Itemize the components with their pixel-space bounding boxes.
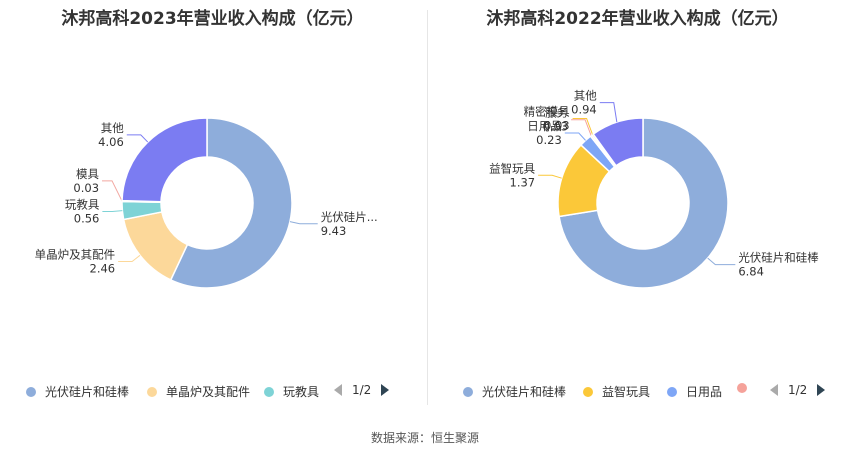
slice-label: 服务 [545,106,568,120]
slice-label: 模具 [76,167,99,181]
legend-item[interactable]: 单晶炉及其配件 [147,383,250,400]
slice-value: 6.84 [738,265,764,279]
leader-line [102,210,123,212]
legend-pager: 1/2 [770,383,826,397]
slice-value: 9.43 [321,224,347,238]
leader-line [571,119,592,136]
chart-panel-2022: 沐邦高科2022年营业收入构成（亿元） 光伏硅片和硅棒 6.84 益智玩具 1.37 日… [425,0,850,410]
legend-label: 光伏硅片和硅棒 [482,385,567,399]
slice-value: 0.56 [74,211,100,225]
next-page-icon[interactable] [817,384,826,396]
leader-line [564,132,586,141]
slice-label: 精密模具 [524,105,570,119]
legend-marker [583,386,593,397]
next-page-icon[interactable] [381,384,390,396]
legend-label: 益智玩具 [602,385,651,399]
legend-label: 光伏硅片和硅棒 [45,385,130,399]
slice-label: 益智玩具 [489,161,535,175]
legend-marker [264,386,274,397]
chart-title: 沐邦高科2022年营业收入构成（亿元） [486,9,789,29]
slice-value: 0.03 [542,120,568,134]
leader-line [126,134,149,143]
slice-label: 其他 [574,89,597,103]
legend-item[interactable] [737,383,756,393]
slice-label: 其他 [101,121,124,135]
legend-marker [737,383,747,393]
legend-marker [463,386,473,397]
donut-slice [592,117,644,167]
chart-panel-2023: 沐邦高科2023年营业收入构成（亿元） 光伏硅片... 9.43 单晶炉及其配件 2.… [0,0,425,410]
legend-label: 日用品 [686,385,723,399]
leader-line [538,174,562,179]
legend-item[interactable]: 光伏硅片和硅棒 [26,383,129,400]
slice-value: 0.03 [544,119,570,133]
legend-item[interactable]: 益智玩具 [583,383,650,400]
donut-slice [121,117,208,203]
chart-title: 沐邦高科2023年营业收入构成（亿元） [61,9,364,29]
legend-marker [147,386,157,397]
divider [427,10,428,405]
slice-value: 4.06 [98,135,124,149]
slice-label: 玩教具 [65,197,100,211]
legend-item[interactable]: 光伏硅片和硅棒 [463,383,566,400]
legend-marker [26,386,36,397]
donut-slice [169,117,293,289]
legend-item[interactable]: 日用品 [667,383,722,400]
donut-slice [558,117,729,289]
legend-label: 玩教具 [283,385,320,399]
leader-line [289,221,318,225]
leader-line [572,118,594,135]
legend-pager: 1/2 [334,383,390,397]
page-indicator: 1/2 [788,383,808,397]
legend-marker [667,386,677,397]
leader-line [102,180,123,202]
leader-line [707,257,736,266]
slice-label: 单晶炉及其配件 [35,247,116,261]
prev-page-icon[interactable] [334,384,342,396]
donut-chart-2022: 光伏硅片和硅棒6.84益智玩具1.37日用品0.23服务0.03精密模具0.03… [489,89,819,289]
leader-line [118,254,141,262]
slice-value: 0.94 [571,103,597,117]
slice-value: 0.03 [73,181,99,195]
slice-value: 1.37 [510,175,536,189]
slice-value: 0.23 [536,133,562,147]
prev-page-icon[interactable] [770,384,778,396]
legend: 光伏硅片和硅棒 益智玩具 日用品 1/2 [425,383,850,403]
page-indicator: 1/2 [352,383,372,397]
slice-label: 光伏硅片... [321,210,378,224]
slice-value: 2.46 [90,261,116,275]
data-source: 数据来源：恒生聚源 [370,431,479,445]
legend-label: 单晶炉及其配件 [166,385,251,399]
legend: 光伏硅片和硅棒 单晶炉及其配件 玩教具 1/2 [0,383,425,403]
slice-label: 日用品 [527,119,562,133]
legend-item[interactable]: 玩教具 [264,383,319,400]
leader-line [599,102,618,123]
slice-label: 光伏硅片和硅棒 [738,251,819,265]
